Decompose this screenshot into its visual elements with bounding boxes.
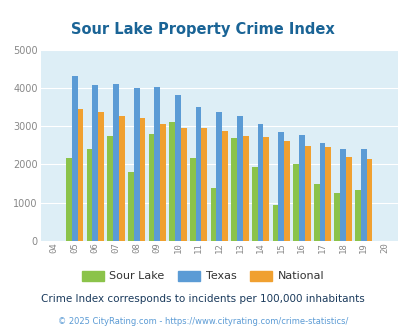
Bar — [92, 85, 98, 241]
Bar — [190, 158, 195, 241]
Bar — [237, 116, 242, 241]
Bar — [304, 146, 310, 241]
Bar — [216, 112, 222, 241]
Bar — [284, 141, 289, 241]
Bar — [272, 205, 277, 241]
Bar — [180, 128, 186, 241]
Bar — [160, 124, 166, 241]
Bar — [292, 164, 298, 241]
Bar — [257, 124, 263, 241]
Bar — [339, 149, 345, 241]
Bar — [210, 188, 216, 241]
Bar — [354, 190, 360, 241]
Bar — [72, 76, 77, 241]
Bar — [77, 109, 83, 241]
Bar — [263, 137, 269, 241]
Text: Crime Index corresponds to incidents per 100,000 inhabitants: Crime Index corresponds to incidents per… — [41, 294, 364, 304]
Bar — [195, 107, 201, 241]
Bar — [231, 138, 237, 241]
Bar — [313, 184, 319, 241]
Bar — [154, 87, 160, 241]
Bar — [201, 128, 207, 241]
Bar — [298, 135, 304, 241]
Bar — [319, 143, 324, 241]
Bar — [133, 88, 139, 241]
Bar — [345, 157, 351, 241]
Bar — [175, 95, 180, 241]
Bar — [169, 122, 175, 241]
Bar — [66, 158, 72, 241]
Bar — [107, 136, 113, 241]
Bar — [360, 149, 366, 241]
Bar — [148, 135, 154, 241]
Bar — [139, 117, 145, 241]
Bar — [277, 132, 284, 241]
Bar — [98, 112, 104, 241]
Bar — [366, 159, 371, 241]
Bar — [86, 149, 92, 241]
Bar — [242, 136, 248, 241]
Bar — [222, 131, 227, 241]
Text: Sour Lake Property Crime Index: Sour Lake Property Crime Index — [71, 22, 334, 37]
Bar — [128, 172, 133, 241]
Bar — [324, 148, 330, 241]
Bar — [113, 84, 119, 241]
Bar — [119, 116, 124, 241]
Legend: Sour Lake, Texas, National: Sour Lake, Texas, National — [77, 266, 328, 286]
Bar — [251, 167, 257, 241]
Text: © 2025 CityRating.com - https://www.cityrating.com/crime-statistics/: © 2025 CityRating.com - https://www.city… — [58, 317, 347, 326]
Bar — [334, 193, 339, 241]
